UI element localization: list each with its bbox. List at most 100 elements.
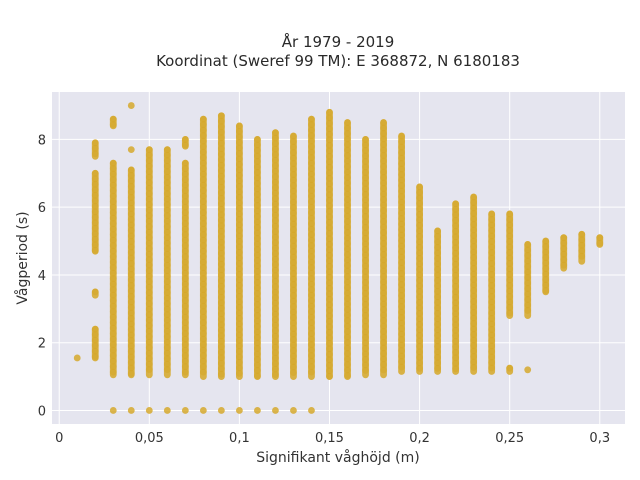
data-point bbox=[91, 342, 99, 350]
data-point bbox=[217, 249, 225, 257]
data-point bbox=[109, 209, 117, 217]
data-point bbox=[145, 212, 153, 219]
data-point bbox=[416, 276, 423, 284]
data-point bbox=[344, 218, 351, 225]
data-point bbox=[380, 240, 387, 247]
data-point bbox=[145, 256, 153, 263]
data-point bbox=[235, 292, 243, 300]
data-point bbox=[217, 365, 225, 373]
data-point bbox=[344, 262, 351, 269]
data-point bbox=[145, 195, 153, 203]
data-point bbox=[127, 177, 135, 185]
data-point bbox=[145, 267, 153, 274]
data-point bbox=[163, 355, 171, 362]
data-point bbox=[109, 319, 117, 327]
data-point bbox=[344, 168, 351, 176]
data-point bbox=[326, 213, 333, 221]
data-point bbox=[272, 178, 279, 186]
data-point bbox=[308, 137, 315, 145]
data-point bbox=[181, 341, 189, 349]
data-point bbox=[362, 229, 369, 237]
data-point bbox=[109, 363, 117, 371]
data-point bbox=[272, 283, 279, 291]
data-point bbox=[254, 213, 261, 220]
data-point bbox=[163, 239, 171, 247]
data-point bbox=[163, 195, 171, 203]
data-point bbox=[145, 173, 153, 181]
data-point bbox=[488, 216, 496, 223]
data-point bbox=[398, 319, 405, 327]
data-point bbox=[326, 257, 333, 265]
data-point bbox=[344, 339, 351, 346]
data-point bbox=[560, 250, 568, 258]
data-point bbox=[542, 276, 550, 283]
data-point bbox=[235, 342, 243, 350]
data-point bbox=[163, 283, 171, 291]
data-point bbox=[560, 245, 568, 253]
data-point bbox=[73, 354, 81, 362]
data-point bbox=[254, 251, 261, 259]
data-point bbox=[181, 242, 189, 250]
data-point bbox=[199, 203, 207, 211]
data-point bbox=[488, 315, 496, 322]
data-point bbox=[434, 320, 442, 328]
data-point bbox=[217, 194, 225, 202]
data-point bbox=[362, 350, 369, 358]
data-point bbox=[91, 331, 99, 339]
data-point bbox=[163, 360, 171, 368]
data-point bbox=[290, 187, 297, 195]
data-point bbox=[344, 179, 351, 187]
data-point bbox=[344, 157, 351, 165]
data-point bbox=[470, 364, 478, 371]
data-point bbox=[163, 305, 171, 313]
data-point bbox=[380, 234, 387, 242]
data-point bbox=[488, 287, 496, 295]
data-point bbox=[362, 356, 369, 363]
data-point bbox=[344, 223, 351, 231]
data-point bbox=[398, 165, 405, 173]
data-point bbox=[524, 252, 532, 259]
data-point bbox=[235, 336, 243, 344]
data-point bbox=[272, 151, 279, 159]
data-point bbox=[272, 211, 279, 219]
data-point bbox=[290, 149, 297, 156]
data-point bbox=[416, 287, 423, 295]
data-point bbox=[452, 299, 460, 307]
data-point bbox=[380, 163, 387, 170]
data-point bbox=[163, 289, 171, 296]
data-point bbox=[362, 323, 369, 330]
data-point bbox=[235, 243, 243, 251]
data-point bbox=[127, 282, 135, 289]
data-point bbox=[181, 280, 189, 288]
data-point bbox=[344, 130, 351, 137]
data-point bbox=[290, 176, 297, 184]
data-point bbox=[380, 130, 387, 137]
data-point bbox=[181, 258, 189, 266]
data-point bbox=[452, 266, 460, 274]
data-point bbox=[217, 189, 225, 197]
data-point bbox=[163, 272, 171, 280]
data-point bbox=[326, 317, 333, 325]
data-point bbox=[506, 227, 514, 234]
data-point bbox=[127, 315, 135, 322]
data-point bbox=[344, 284, 351, 291]
data-point bbox=[235, 160, 243, 168]
data-point bbox=[127, 337, 135, 344]
data-point bbox=[308, 203, 315, 211]
data-point bbox=[254, 301, 261, 308]
data-point bbox=[434, 282, 442, 290]
data-point bbox=[235, 259, 243, 267]
data-point bbox=[290, 341, 297, 349]
data-point bbox=[362, 158, 369, 165]
data-point bbox=[416, 238, 423, 246]
y-tick-label: 2 bbox=[38, 337, 46, 352]
data-point bbox=[326, 295, 333, 303]
data-point bbox=[163, 366, 171, 373]
data-point bbox=[145, 349, 153, 357]
data-point bbox=[488, 232, 496, 240]
data-point bbox=[145, 184, 153, 192]
data-point bbox=[272, 316, 279, 324]
data-point bbox=[181, 346, 189, 354]
data-point bbox=[362, 196, 369, 204]
